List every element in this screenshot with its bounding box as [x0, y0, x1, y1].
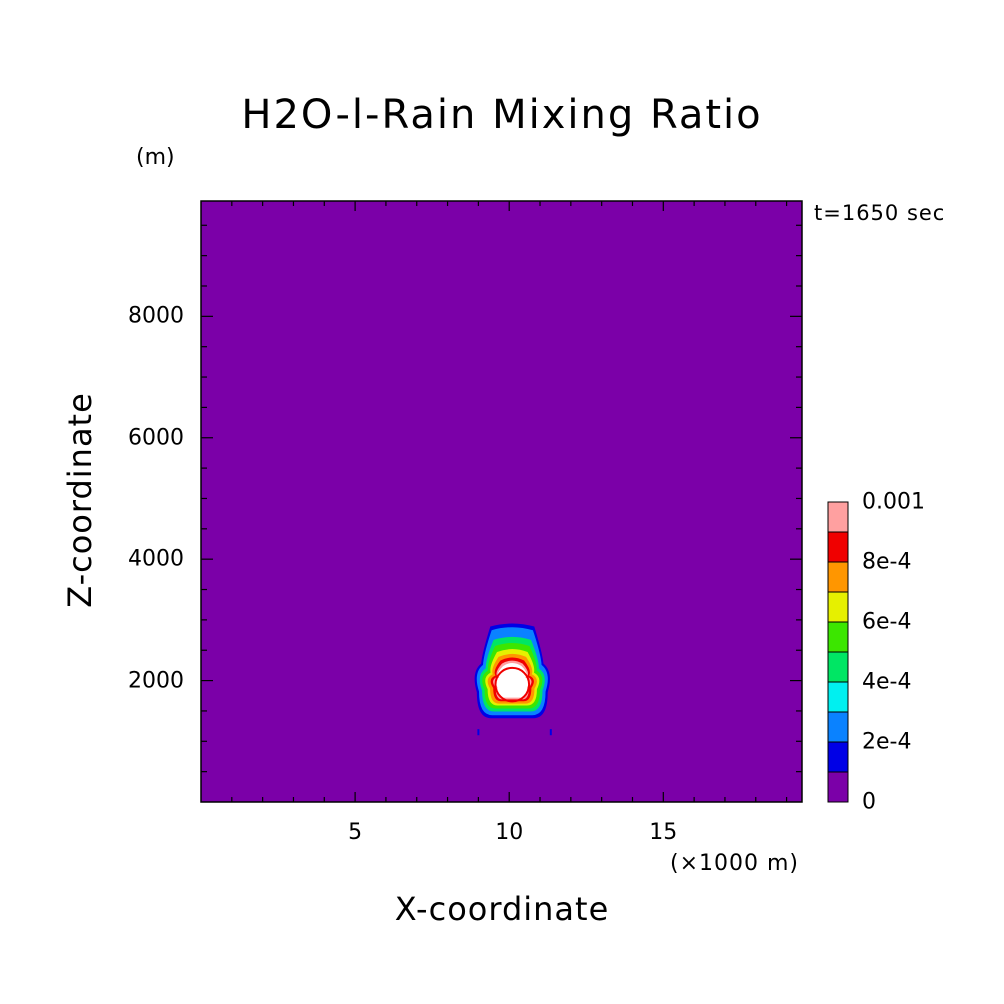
- y-tick-label: 6000: [128, 425, 184, 451]
- y-tick-label: 2000: [128, 668, 184, 694]
- colorbar-tick-label: 2e-4: [862, 729, 912, 755]
- core-contour-line: [494, 666, 531, 703]
- chart-title: H2O-l-Rain Mixing Ratio: [241, 92, 763, 138]
- rain-contours: [474, 623, 552, 736]
- axis-ticks: [201, 201, 802, 802]
- y-tick-label: 4000: [128, 546, 184, 572]
- x-tick-label: 5: [348, 820, 363, 845]
- colorbar-tick-label: 0: [862, 789, 876, 815]
- colorbar-tick-label: 4e-4: [862, 669, 912, 695]
- colorbar-swatch-4: [827, 651, 849, 683]
- colorbar: [827, 501, 849, 803]
- colorbar-swatch-0: [827, 771, 849, 803]
- x-axis-unit: (×1000 m): [670, 851, 800, 876]
- colorbar-tick-label: 6e-4: [862, 609, 912, 635]
- colorbar-swatch-5: [827, 621, 849, 653]
- colorbar-tick-label: 8e-4: [862, 549, 912, 575]
- colorbar-swatch-7: [827, 561, 849, 593]
- x-tick-label: 10: [495, 820, 524, 845]
- y-axis-unit: (m): [136, 145, 175, 170]
- colorbar-tick-label: 0.001: [862, 489, 925, 515]
- colorbar-swatch-8: [827, 531, 849, 563]
- colorbar-swatch-2: [827, 711, 849, 743]
- x-tick-label: 15: [649, 820, 678, 845]
- colorbar-swatch-9: [827, 501, 849, 533]
- x-axis-label: X-coordinate: [394, 890, 610, 928]
- colorbar-swatch-1: [827, 741, 849, 773]
- time-label: t=1650 sec: [814, 201, 946, 225]
- contour-level-8: [494, 663, 530, 698]
- colorbar-swatch-3: [827, 681, 849, 713]
- plot-frame: [200, 200, 803, 803]
- colorbar-swatch-6: [827, 591, 849, 623]
- y-tick-label: 8000: [128, 303, 184, 329]
